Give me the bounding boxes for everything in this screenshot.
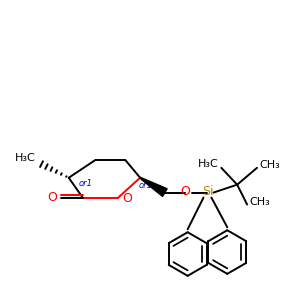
Text: Si: Si bbox=[202, 185, 213, 198]
Polygon shape bbox=[140, 177, 167, 196]
Text: H₃C: H₃C bbox=[15, 153, 36, 163]
Text: or1: or1 bbox=[79, 179, 93, 188]
Text: O: O bbox=[122, 192, 132, 205]
Text: CH₃: CH₃ bbox=[259, 160, 280, 170]
Text: CH₃: CH₃ bbox=[249, 196, 270, 206]
Text: H₃C: H₃C bbox=[198, 159, 218, 169]
Text: O: O bbox=[47, 191, 57, 204]
Text: or1: or1 bbox=[138, 181, 152, 190]
Text: O: O bbox=[181, 185, 190, 198]
